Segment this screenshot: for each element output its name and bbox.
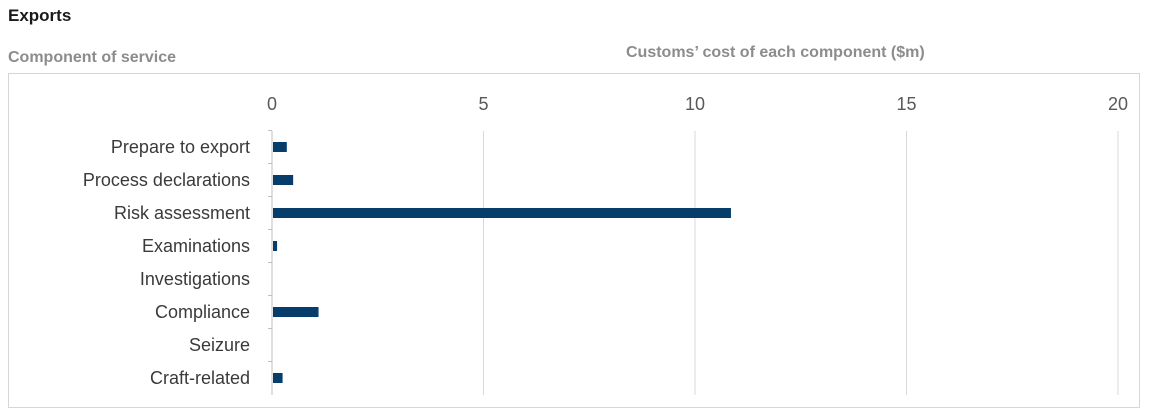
category-labels: Prepare to export Process declarations Ris… (83, 137, 250, 388)
gridlines (268, 130, 1119, 395)
bar (273, 373, 283, 383)
bar (273, 307, 319, 317)
x-tick-label: 10 (685, 94, 705, 114)
x-tick-label: 15 (896, 94, 916, 114)
bar (273, 208, 731, 218)
x-tick-label: 5 (478, 94, 488, 114)
bar (273, 142, 287, 152)
chart-frame (8, 73, 1140, 408)
bar (273, 241, 278, 251)
category-label: Risk assessment (114, 203, 250, 223)
category-label: Seizure (189, 335, 250, 355)
category-label: Process declarations (83, 170, 250, 190)
bars (273, 142, 731, 383)
x-tick-label: 0 (267, 94, 277, 114)
chart-title: Exports (8, 6, 72, 25)
category-label: Craft-related (150, 368, 250, 388)
category-label: Prepare to export (111, 137, 250, 157)
x-tick-label: 20 (1108, 94, 1128, 114)
x-tick-labels: 0 5 10 15 20 (267, 94, 1128, 114)
category-label: Examinations (142, 236, 250, 256)
category-label: Investigations (140, 269, 250, 289)
category-label: Compliance (155, 302, 250, 322)
bar (273, 175, 294, 185)
y-axis-title: Component of service (8, 49, 177, 66)
x-axis-title: Customs’ cost of each component ($m) (626, 44, 925, 61)
